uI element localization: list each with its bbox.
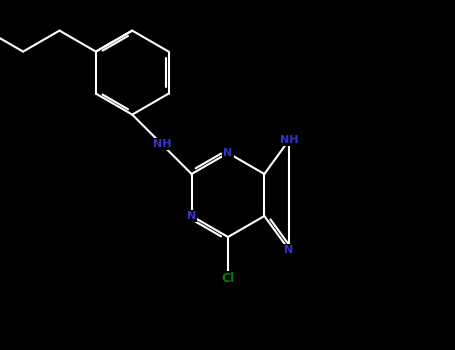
Text: Cl: Cl [222, 273, 235, 286]
Text: NH: NH [280, 135, 298, 145]
Text: NH: NH [153, 139, 171, 149]
Text: N: N [187, 211, 196, 221]
Text: N: N [284, 245, 293, 255]
Text: N: N [223, 148, 233, 158]
